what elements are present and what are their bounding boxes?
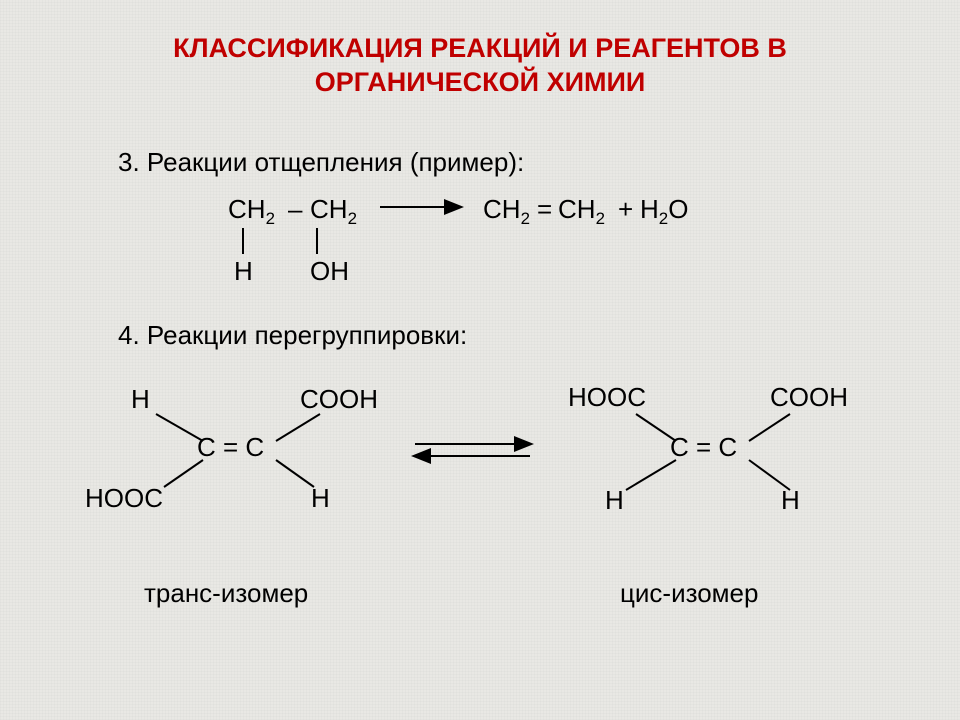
elim-ch2-left: CH2 xyxy=(228,194,275,229)
elim-equals: = xyxy=(537,194,552,225)
cis-bottom-h-left: H xyxy=(605,485,624,516)
trans-top-cooh: COOH xyxy=(300,384,378,415)
elim-bond-oh: OH xyxy=(310,256,349,287)
cis-bond-tr xyxy=(749,414,790,441)
elim-plus: + xyxy=(618,194,633,225)
cis-c-eq-c: C = C xyxy=(670,432,737,463)
section-4-heading: 4. Реакции перегруппировки: xyxy=(118,320,467,351)
trans-bond-tl xyxy=(156,414,203,441)
cis-top-hooc: HOOC xyxy=(568,382,646,413)
title-line-1: КЛАССИФИКАЦИЯ РЕАКЦИЙ И РЕАГЕНТОВ В xyxy=(173,33,787,63)
trans-label: транс-изомер xyxy=(144,578,308,609)
elim-prod-ch2-1: CH2 xyxy=(483,194,530,229)
elim-dash: – xyxy=(288,194,302,225)
trans-bond-tr xyxy=(276,414,320,441)
trans-c-eq-c: C = C xyxy=(197,432,264,463)
section-3-heading: 3. Реакции отщепления (пример): xyxy=(118,147,524,178)
trans-bond-bl xyxy=(164,460,203,487)
trans-bottom-hooc: HOOC xyxy=(85,483,163,514)
trans-top-h: H xyxy=(131,384,150,415)
slide-title: КЛАССИФИКАЦИЯ РЕАКЦИЙ И РЕАГЕНТОВ В ОРГА… xyxy=(0,32,960,100)
cis-top-cooh: COOH xyxy=(770,382,848,413)
elim-ch2-right: CH2 xyxy=(310,194,357,229)
title-line-2: ОРГАНИЧЕСКОЙ ХИМИИ xyxy=(315,67,646,97)
cis-label: цис-изомер xyxy=(620,578,758,609)
trans-bond-br xyxy=(276,460,314,487)
cis-bottom-h-right: H xyxy=(781,485,800,516)
trans-bottom-h: H xyxy=(311,483,330,514)
diagram-overlay xyxy=(0,0,960,720)
elim-bond-h: H xyxy=(234,256,253,287)
elim-prod-ch2-2: CH2 xyxy=(558,194,605,229)
cis-bond-bl xyxy=(626,460,676,490)
elim-h2o: H2O xyxy=(640,194,688,229)
